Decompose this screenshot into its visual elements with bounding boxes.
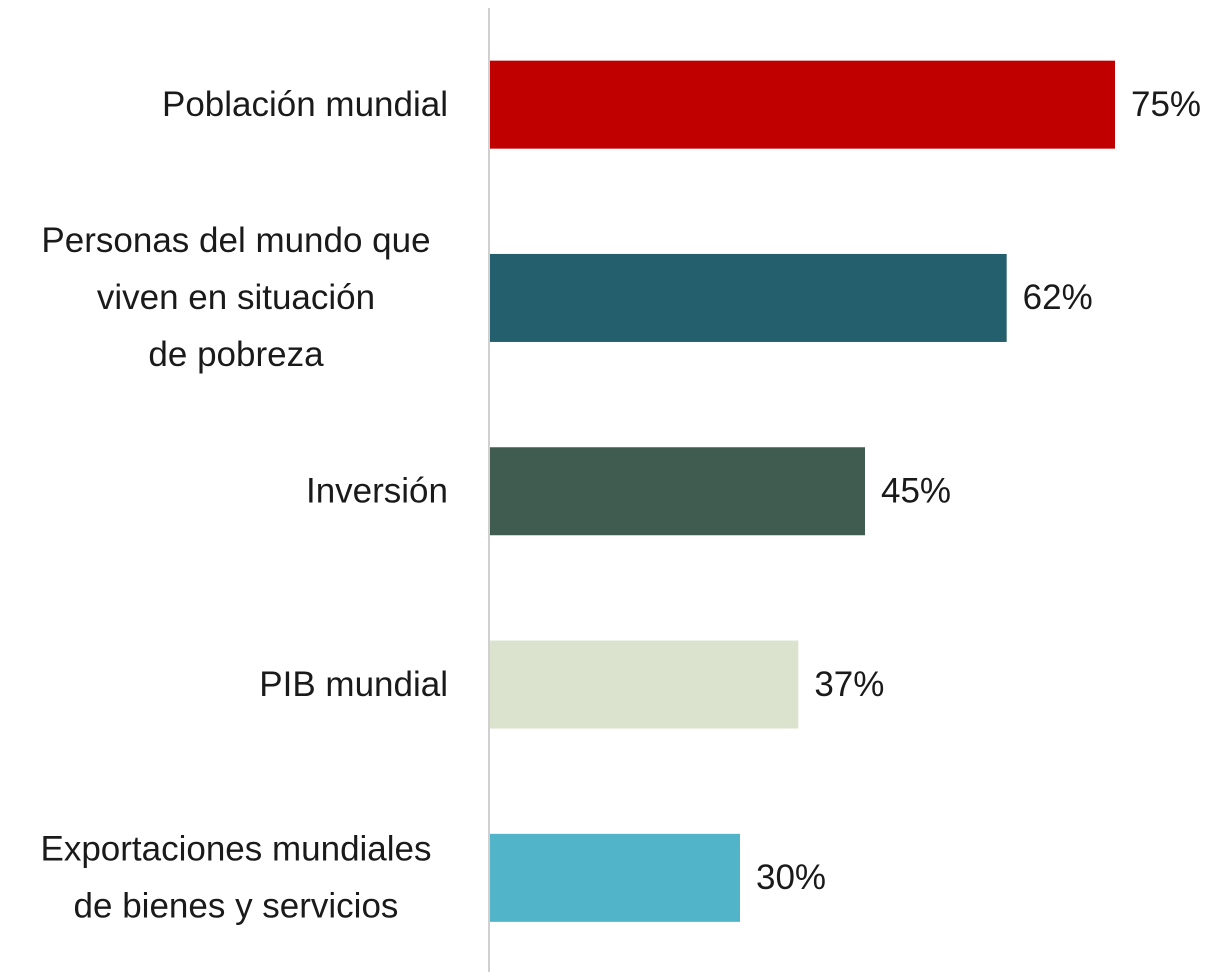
- bar: [490, 60, 1115, 149]
- bar: [490, 833, 740, 922]
- category-label: Población mundial: [162, 85, 448, 124]
- value-label: 30%: [756, 858, 826, 897]
- category-label: viven en situación: [97, 278, 375, 317]
- value-label: 62%: [1023, 278, 1093, 317]
- value-label: 45%: [881, 472, 951, 511]
- category-label: de pobreza: [148, 335, 324, 374]
- category-label: Exportaciones mundiales: [40, 830, 431, 869]
- bar: [490, 447, 865, 536]
- value-label: 75%: [1131, 85, 1201, 124]
- category-label: PIB mundial: [259, 665, 448, 704]
- bar: [490, 640, 799, 729]
- value-label: 37%: [814, 665, 884, 704]
- bar: [490, 253, 1007, 342]
- category-label: de bienes y servicios: [74, 887, 399, 926]
- category-label: Inversión: [306, 472, 448, 511]
- category-label: Personas del mundo que: [41, 221, 430, 260]
